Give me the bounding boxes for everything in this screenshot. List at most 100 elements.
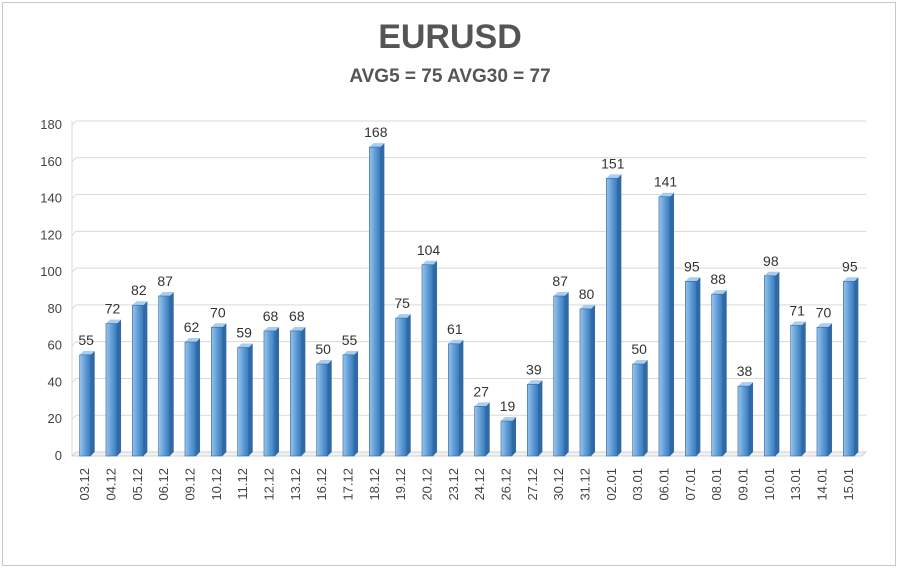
data-label: 61 <box>447 321 463 337</box>
y-tick-label: 120 <box>40 227 62 242</box>
y-tick-label: 60 <box>48 338 62 353</box>
x-tick-label: 02.01 <box>604 468 619 501</box>
y-tick-label: 180 <box>40 117 62 132</box>
bar-side <box>354 350 359 456</box>
data-label: 98 <box>763 253 779 269</box>
data-label: 55 <box>342 332 358 348</box>
data-label: 95 <box>684 258 700 274</box>
bar-side <box>248 343 253 456</box>
y-tick-label: 0 <box>55 448 62 463</box>
bar-side <box>485 402 490 456</box>
y-tick-label: 100 <box>40 264 62 279</box>
data-label: 19 <box>500 398 516 414</box>
bar-side <box>380 143 385 457</box>
x-tick-label: 10.12 <box>209 468 224 501</box>
grid-line <box>71 267 77 273</box>
bar-top <box>737 382 754 387</box>
bar-top <box>764 271 780 276</box>
bar <box>579 308 592 457</box>
x-tick-label: 17.12 <box>341 468 356 501</box>
bar-top <box>474 402 490 407</box>
grid-line <box>71 304 77 310</box>
bar-top <box>105 319 122 324</box>
data-label: 50 <box>315 341 331 357</box>
bar <box>263 330 276 457</box>
y-axis-ticks: 0 20 40 60 80 100 120 140 160 180 <box>40 117 62 463</box>
grid-line <box>71 414 77 420</box>
data-label: 168 <box>364 124 388 140</box>
x-tick-label: 10.01 <box>762 468 777 501</box>
y-tick-label: 40 <box>48 374 62 389</box>
grid-line <box>71 194 77 199</box>
x-tick-label: 18.12 <box>367 468 382 501</box>
data-label: 38 <box>737 363 753 379</box>
x-tick-label: 23.12 <box>446 468 461 501</box>
bar <box>685 281 697 457</box>
bar <box>184 341 197 457</box>
grid-line <box>71 230 77 236</box>
x-axis-ticks: 03.12 04.12 05.12 06.12 09.12 10.12 11.12 12.12… <box>77 468 856 501</box>
bar-side <box>327 360 332 456</box>
bar <box>632 363 644 457</box>
y-tick-label: 80 <box>48 301 62 316</box>
data-label: 39 <box>526 361 542 377</box>
bar-side <box>169 292 174 456</box>
x-tick-label: 15.01 <box>841 468 856 501</box>
bar <box>342 354 355 457</box>
data-label: 50 <box>631 341 647 357</box>
bar-side <box>538 380 543 456</box>
bar <box>132 304 144 457</box>
bar-side <box>301 326 306 456</box>
bar-side <box>433 260 438 456</box>
x-tick-label: 19.12 <box>393 468 408 501</box>
bar <box>500 420 513 457</box>
data-label: 70 <box>816 304 832 320</box>
bar-top <box>816 323 833 328</box>
chart-subtitle: AVG5 = 75 AVG30 = 77 <box>349 66 551 87</box>
bar <box>711 293 723 457</box>
bar-top <box>553 292 569 297</box>
data-labels: 55 72 82 87 62 70 59 68 68 50 55 168 75 104 61 27 19 39 87… <box>78 124 857 414</box>
data-label: 68 <box>289 308 305 324</box>
x-tick-label: 31.12 <box>578 468 593 501</box>
x-tick-label: 14.01 <box>815 468 830 501</box>
data-label: 88 <box>710 271 726 287</box>
bar-side <box>775 271 780 456</box>
bar-top <box>79 350 95 355</box>
bar <box>553 295 565 457</box>
bar-top <box>290 326 306 331</box>
x-tick-label: 03.12 <box>77 468 92 501</box>
y-tick-label: 160 <box>40 154 62 169</box>
data-label: 87 <box>552 273 568 289</box>
bar-top <box>579 304 596 309</box>
x-tick-label: 07.01 <box>683 468 698 501</box>
bar-top <box>184 337 201 342</box>
grid-line <box>71 341 77 347</box>
x-tick-label: 06.01 <box>657 468 672 501</box>
x-tick-label: 30.12 <box>551 468 566 501</box>
bar-top <box>211 323 227 328</box>
data-label: 95 <box>842 258 858 274</box>
bar <box>158 295 170 457</box>
bar-side <box>143 301 148 456</box>
x-tick-label: 20.12 <box>420 468 435 501</box>
bar-side <box>801 321 806 456</box>
bar-top <box>632 360 648 365</box>
bar-side <box>670 192 675 456</box>
grid-line <box>71 157 77 163</box>
bar <box>606 178 618 457</box>
x-tick-label: 11.12 <box>235 468 250 500</box>
bar-side <box>196 337 201 456</box>
bar-top <box>790 321 806 326</box>
bar-top <box>342 350 359 355</box>
bar-top <box>685 277 701 282</box>
data-label: 70 <box>210 304 226 320</box>
bar-side <box>828 323 833 456</box>
bar-side <box>722 290 727 456</box>
data-label: 68 <box>263 308 279 324</box>
x-tick-label: 09.01 <box>736 468 751 501</box>
bar-top <box>421 260 438 265</box>
bar <box>658 196 671 457</box>
x-tick-label: 05.12 <box>130 468 145 501</box>
bar-top <box>395 314 411 319</box>
